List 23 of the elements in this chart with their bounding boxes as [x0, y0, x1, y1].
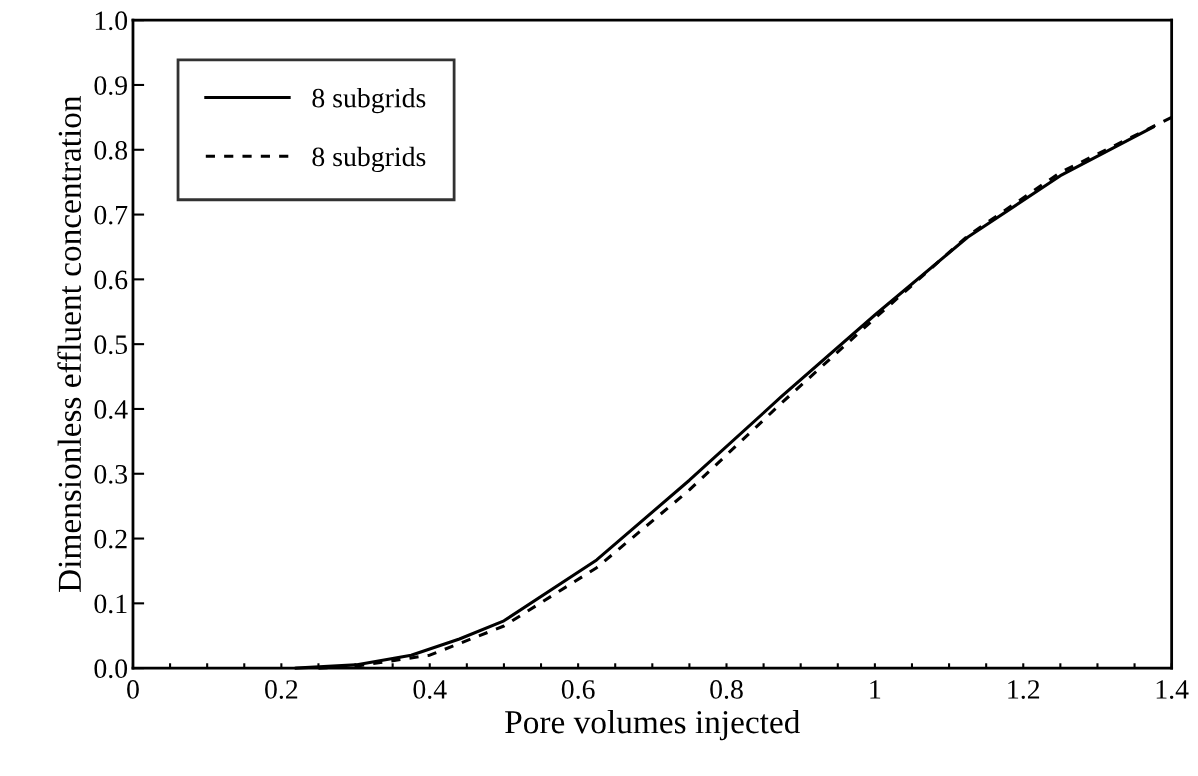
- y-tick-label: 1.0: [95, 11, 128, 31]
- x-tick-label: 1: [870, 680, 881, 699]
- x-tick-label: 0.8: [710, 680, 743, 699]
- x-axis-title: Pore volumes injected: [505, 709, 801, 741]
- y-tick-label: 0.4: [94, 400, 128, 419]
- y-tick-label: 0.1: [94, 594, 127, 614]
- x-tick-label: 0.2: [265, 680, 298, 699]
- x-tick-label: 0: [127, 680, 139, 699]
- y-tick-label: 0.9: [94, 76, 127, 95]
- y-tick-label: 0.3: [94, 464, 128, 484]
- x-tick-label: 0.4: [413, 680, 447, 699]
- legend-label: 8 subgrids: [312, 146, 426, 172]
- y-tick-label: 0.0: [94, 659, 128, 679]
- y-tick-label: 0.2: [94, 529, 127, 549]
- y-axis-title: Dimensionless effluent concentration: [57, 95, 82, 592]
- x-tick-label: 1.4: [1156, 680, 1189, 699]
- y-tick-label: 0.5: [94, 335, 128, 355]
- y-tick-label: 0.7: [94, 205, 128, 225]
- y-tick-label: 0.6: [94, 270, 128, 290]
- x-tick-label: 1.2: [1008, 680, 1040, 699]
- y-tick-label: 0.8: [94, 140, 128, 160]
- x-tick-label: 0.6: [561, 680, 595, 699]
- legend-label: 8 subgrids: [312, 87, 426, 114]
